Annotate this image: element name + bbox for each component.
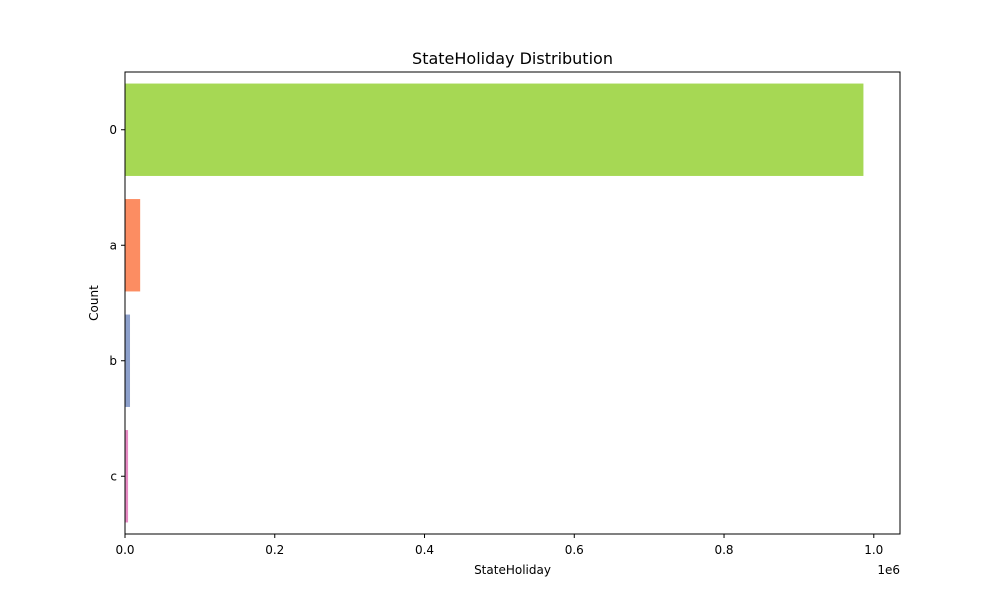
y-axis-ticks: 0 a b c: [109, 123, 125, 483]
x-tick-label: 0.8: [714, 543, 733, 557]
bar-a: [125, 199, 141, 292]
chart-title: StateHoliday Distribution: [412, 49, 613, 68]
y-tick-label: b: [109, 354, 117, 368]
bar-c: [125, 430, 129, 523]
plot-frame: [124, 71, 901, 535]
y-tick-label: a: [110, 238, 117, 252]
y-tick-label: 0: [109, 123, 117, 137]
x-tick-label: 0.0: [115, 543, 134, 557]
x-tick-label: 0.6: [565, 543, 584, 557]
x-tick-label: 0.2: [265, 543, 284, 557]
x-axis-label: StateHoliday: [474, 563, 551, 577]
x-tick-label: 1.0: [864, 543, 883, 557]
bar-0: [125, 83, 864, 176]
x-tick-label: 0.4: [415, 543, 434, 557]
y-axis-label: Count: [87, 285, 101, 321]
y-tick-label: c: [110, 469, 117, 483]
x-axis-scale-label: 1e6: [877, 563, 900, 577]
x-axis-ticks: 0.0 0.2 0.4 0.6 0.8 1.0: [115, 534, 883, 557]
bar-b: [125, 314, 131, 407]
bars-group: [125, 83, 864, 523]
